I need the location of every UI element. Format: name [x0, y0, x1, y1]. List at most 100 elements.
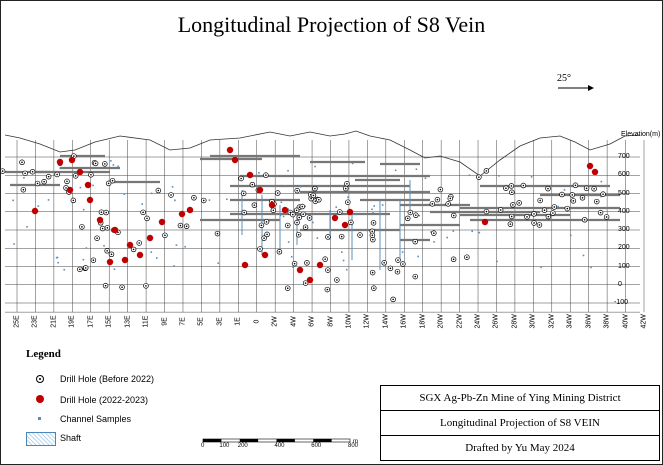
- drill-hole-center: [547, 215, 550, 218]
- drill-hole-before-2022: [19, 159, 25, 166]
- channel-sample-mark: [12, 199, 14, 202]
- drill-hole-before-2022: [434, 196, 441, 203]
- drill-hole-center: [499, 209, 502, 211]
- drill-hole-before-2022: [300, 211, 306, 217]
- drill-hole-center: [265, 174, 267, 176]
- drill-hole-before-2022: [581, 217, 588, 223]
- drill-hole-before-2022: [264, 231, 270, 238]
- drill-hole-center: [1, 170, 4, 172]
- section-label: 11E: [142, 315, 150, 328]
- drill-hole-center: [327, 236, 329, 238]
- channel-sample-mark: [582, 254, 585, 257]
- drill-hole-2022-2023: [256, 186, 264, 194]
- drill-hole-before-2022: [445, 201, 451, 207]
- drill-hole-2022-2023: [331, 214, 339, 222]
- drill-hole-2022-2023: [106, 258, 114, 266]
- drill-hole-2022-2023: [231, 156, 239, 164]
- channel-sample-mark: [430, 231, 432, 233]
- drill-hole-before-2022: [531, 220, 537, 226]
- drill-hole-center: [101, 227, 104, 230]
- scale-unit: m: [353, 439, 358, 445]
- section-label: 38W: [603, 314, 611, 329]
- drill-hole-center: [371, 271, 374, 274]
- drill-hole-before-2022: [294, 219, 300, 226]
- drill-hole-before-2022: [342, 185, 349, 192]
- drill-hole-before-2022: [155, 187, 162, 194]
- drill-hole-center: [372, 238, 374, 241]
- drill-hole-before-2022: [437, 186, 444, 193]
- drill-hole-before-2022: [431, 230, 437, 236]
- drill-hole-before-2022: [603, 214, 610, 220]
- channel-sample-mark: [355, 213, 358, 216]
- drill-hole-center: [373, 287, 375, 289]
- drill-hole-before-2022: [450, 256, 457, 263]
- scale-label: 100: [219, 443, 230, 449]
- drill-hole-center: [605, 216, 608, 218]
- channel-sample-mark: [401, 251, 404, 253]
- drill-hole-before-2022: [334, 277, 340, 283]
- grid-lines: [5, 140, 645, 313]
- drill-hole-before-2022: [140, 209, 146, 216]
- section-label: 4W: [290, 316, 298, 327]
- drill-hole-center: [571, 194, 574, 196]
- channel-sample-mark: [141, 203, 143, 205]
- drill-hole-2022-2023: [346, 208, 354, 216]
- channel-sample-mark: [47, 199, 50, 201]
- drill-hole-center: [340, 235, 343, 238]
- drill-hole-before-2022: [545, 185, 551, 192]
- drill-hole-center: [36, 182, 39, 185]
- shafts: [241, 180, 411, 270]
- channel-sample-mark: [540, 266, 542, 269]
- drill-hole-center: [414, 240, 417, 243]
- drill-hole-center: [132, 248, 135, 251]
- drill-hole-before-2022: [483, 208, 490, 215]
- drill-hole-center: [301, 205, 304, 208]
- drill-hole-before-2022: [550, 210, 556, 216]
- drill-hole-center: [295, 209, 298, 212]
- drill-hole-before-2022: [593, 198, 600, 205]
- drill-hole-before-2022: [503, 185, 509, 191]
- section-label: 30W: [529, 314, 537, 329]
- drill-hole-2022-2023: [86, 196, 94, 204]
- drill-hole-before-2022: [310, 192, 317, 199]
- scale-label: 400: [274, 443, 285, 449]
- elevation-tick-label: 100: [618, 262, 630, 270]
- drill-hole-before-2022: [201, 197, 207, 204]
- section-label: 7E: [179, 317, 187, 326]
- channel-sample-mark: [371, 208, 373, 211]
- drill-hole-center: [505, 187, 507, 190]
- drill-hole-before-2022: [92, 160, 99, 167]
- section-label: 3E: [216, 317, 224, 326]
- channel-sample-mark: [342, 259, 345, 262]
- scale-bar-segment: [276, 439, 295, 442]
- drill-hole-before-2022: [90, 257, 97, 263]
- channel-sample-mark: [424, 190, 427, 193]
- channel-sample-mark: [433, 241, 435, 243]
- channel-sample-mark: [373, 205, 376, 207]
- drill-hole-before-2022: [302, 280, 309, 286]
- drill-hole-before-2022: [285, 222, 291, 229]
- drill-hole-before-2022: [302, 224, 309, 230]
- drill-hole-before-2022: [177, 222, 184, 229]
- shaft-icon: [26, 432, 56, 446]
- channel-samples: [12, 160, 603, 271]
- section-label: 6W: [308, 316, 316, 327]
- section-label: 9E: [161, 317, 169, 326]
- drill-hole-center: [276, 192, 279, 194]
- drill-hole-before-2022: [322, 256, 328, 262]
- drill-hole-center: [107, 182, 110, 185]
- legend-item-before-2022: Drill Hole (Before 2022): [26, 373, 154, 385]
- drill-hole-before-2022: [214, 230, 221, 237]
- drill-hole-2022-2023: [261, 251, 269, 259]
- drill-hole-before-2022: [569, 192, 576, 198]
- drill-hole-center: [522, 184, 525, 187]
- drill-hole-center: [396, 270, 399, 273]
- channel-sample-mark: [600, 180, 603, 183]
- scale-label: 0: [201, 443, 205, 449]
- drill-hole-before-2022: [294, 187, 300, 194]
- drill-hole-center: [533, 213, 535, 215]
- drill-hole-before-2022: [559, 191, 565, 198]
- channel-sample-mark: [600, 195, 602, 198]
- drill-hole-2022-2023: [316, 261, 324, 269]
- elevation-tick-label: 700: [618, 153, 630, 160]
